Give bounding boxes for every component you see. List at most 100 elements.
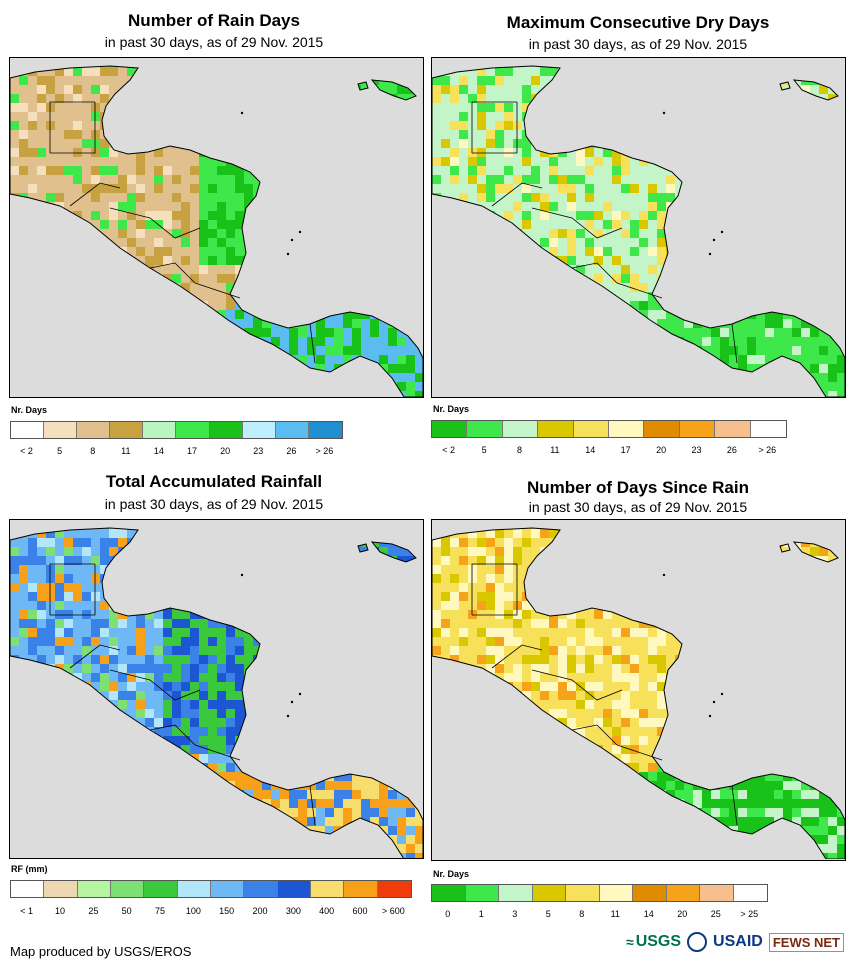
grid-cell: [711, 364, 720, 373]
grid-cell: [711, 184, 720, 193]
grid-cell: [334, 628, 343, 637]
grid-cell: [747, 229, 756, 238]
grid-cell: [549, 103, 558, 112]
grid-cell: [271, 538, 280, 547]
grid-cell: [136, 574, 145, 583]
grid-cell: [738, 67, 747, 76]
grid-cell: [504, 66, 513, 67]
grid-cell: [37, 220, 46, 229]
grid-cell: [325, 301, 334, 310]
grid-cell: [181, 157, 190, 166]
grid-cell: [612, 364, 621, 373]
grid-cell: [181, 328, 190, 337]
grid-cell: [298, 547, 307, 556]
grid-cell: [163, 283, 172, 292]
grid-cell: [172, 66, 181, 67]
grid-cell: [693, 229, 702, 238]
grid-cell: [406, 382, 415, 391]
grid-cell: [19, 76, 28, 85]
grid-cell: [28, 727, 37, 736]
grid-cell: [307, 628, 316, 637]
grid-cell: [190, 610, 199, 619]
grid-cell: [675, 265, 684, 274]
grid-cell: [495, 256, 504, 265]
grid-cell: [46, 790, 55, 799]
grid-cell: [271, 763, 280, 772]
grid-cell: [145, 76, 154, 85]
grid-cell: [280, 76, 289, 85]
grid-cell: [531, 220, 540, 229]
grid-cell: [55, 247, 64, 256]
grid-cell: [118, 673, 127, 682]
grid-cell: [522, 76, 531, 85]
grid-cell: [549, 175, 558, 184]
grid-cell: [172, 691, 181, 700]
grid-cell: [226, 328, 235, 337]
grid-cell: [738, 301, 747, 310]
grid-cell: [594, 166, 603, 175]
grid-cell: [747, 193, 756, 202]
grid-cell: [612, 211, 621, 220]
grid-cell: [576, 76, 585, 85]
grid-cell: [379, 556, 388, 565]
grid-cell: [576, 364, 585, 373]
grid-cell: [289, 76, 298, 85]
grid-cell: [468, 355, 477, 364]
grid-cell: [271, 283, 280, 292]
grid-cell: [73, 157, 82, 166]
grid-cell: [370, 175, 379, 184]
grid-cell: [711, 283, 720, 292]
grid-cell: [639, 274, 648, 283]
grid-cell: [756, 94, 765, 103]
grid-cell: [675, 202, 684, 211]
grid-cell: [828, 292, 837, 301]
grid-cell: [127, 265, 136, 274]
grid-cell: [325, 673, 334, 682]
grid-cell: [289, 66, 298, 67]
grid-cell: [729, 130, 738, 139]
grid-cell: [199, 547, 208, 556]
grid-cell: [163, 574, 172, 583]
grid-cell: [558, 337, 567, 346]
grid-cell: [334, 229, 343, 238]
grid-cell: [154, 727, 163, 736]
grid-cell: [10, 592, 19, 601]
grid-cell: [415, 736, 423, 745]
grid-cell: [253, 355, 262, 364]
grid-cell: [468, 66, 477, 67]
grid-cell: [837, 130, 845, 139]
grid-cell: [46, 139, 55, 148]
grid-cell: [450, 193, 459, 202]
grid-cell: [621, 85, 630, 94]
grid-cell: [118, 67, 127, 76]
grid-cell: [468, 328, 477, 337]
grid-cell: [388, 391, 397, 397]
grid-cell: [109, 211, 118, 220]
grid-cell: [459, 94, 468, 103]
grid-cell: [271, 85, 280, 94]
grid-cell: [154, 355, 163, 364]
grid-cell: [100, 682, 109, 691]
grid-cell: [334, 256, 343, 265]
grid-cell: [271, 202, 280, 211]
grid-cell: [208, 682, 217, 691]
grid-cell: [28, 283, 37, 292]
grid-cell: [316, 592, 325, 601]
grid-cell: [486, 382, 495, 391]
grid-cell: [199, 283, 208, 292]
grid-cell: [639, 364, 648, 373]
grid-cell: [235, 727, 244, 736]
grid-cell: [118, 112, 127, 121]
grid-cell: [244, 565, 253, 574]
grid-cell: [73, 610, 82, 619]
grid-cell: [450, 364, 459, 373]
grid-cell: [145, 328, 154, 337]
grid-cell: [190, 265, 199, 274]
grid-cell: [325, 265, 334, 274]
grid-cell: [325, 682, 334, 691]
grid-cell: [145, 157, 154, 166]
grid-cell: [19, 94, 28, 103]
grid-cell: [459, 292, 468, 301]
grid-cell: [693, 175, 702, 184]
grid-cell: [325, 781, 334, 790]
